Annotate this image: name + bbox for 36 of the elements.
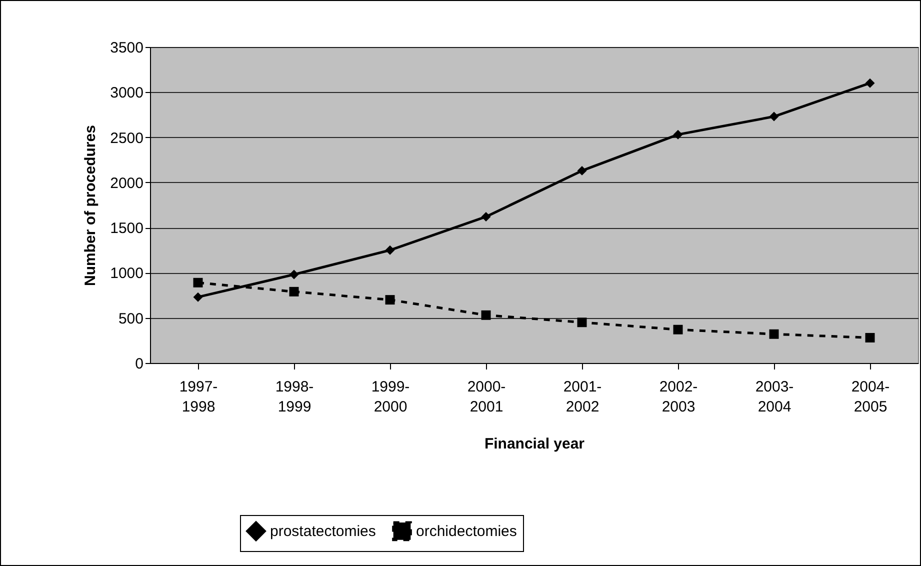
x-tick-label: 1997-1998: [179, 378, 218, 416]
point: [385, 295, 395, 305]
point: [481, 310, 491, 320]
point: [673, 324, 683, 334]
y-tick-label: 1500: [110, 220, 144, 238]
y-axis-title: Number of procedures: [82, 125, 100, 286]
point: [385, 245, 395, 255]
point: [193, 278, 203, 288]
point: [289, 270, 299, 280]
point: [865, 78, 875, 88]
x-tick-label: 1999-2000: [371, 378, 410, 416]
point: [481, 212, 491, 222]
x-axis-title: Financial year: [484, 436, 585, 452]
point: [577, 318, 587, 328]
x-tick-label: 1998-1999: [275, 378, 314, 416]
point: [865, 332, 875, 342]
y-tick-label: 2500: [110, 130, 144, 147]
legend-label: orchidectomies: [416, 523, 517, 540]
point: [289, 286, 299, 296]
x-tick-label: 2000-2001: [467, 378, 506, 416]
point: [673, 130, 683, 140]
y-tick-label: 0: [135, 356, 144, 372]
point: [769, 329, 779, 339]
y-tick-label: 3500: [110, 40, 144, 56]
point: [769, 112, 779, 122]
point: [193, 292, 203, 302]
legend-label: prostatectomies: [270, 523, 376, 540]
y-tick-label: 500: [118, 310, 144, 328]
x-tick-label: 2001-2002: [563, 378, 602, 416]
y-tick-label: 2000: [110, 174, 144, 192]
point: [577, 166, 587, 176]
x-tick-label: 2003-2004: [755, 378, 794, 416]
y-tick-label: 3000: [110, 84, 144, 102]
x-tick-label: 2002-2003: [659, 378, 698, 416]
x-tick-label: 2004-2005: [851, 378, 890, 416]
y-tick-label: 1000: [110, 265, 144, 282]
